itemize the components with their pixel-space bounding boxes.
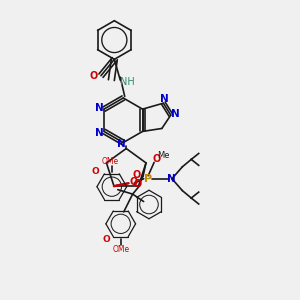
- Text: P: P: [144, 174, 152, 184]
- Text: OMe: OMe: [102, 157, 119, 166]
- Text: N: N: [160, 94, 169, 104]
- Text: OMe: OMe: [112, 244, 129, 253]
- Text: N: N: [167, 174, 176, 184]
- Text: NH: NH: [120, 76, 135, 87]
- Text: O: O: [102, 235, 110, 244]
- Text: O: O: [129, 177, 137, 187]
- Text: N: N: [117, 139, 126, 149]
- Text: N: N: [171, 109, 180, 118]
- Text: O: O: [132, 169, 140, 179]
- Text: N: N: [95, 103, 104, 112]
- Text: O: O: [134, 179, 142, 189]
- Text: O: O: [89, 71, 98, 81]
- Text: O: O: [92, 167, 99, 176]
- Text: O: O: [153, 154, 161, 164]
- Text: Me: Me: [158, 151, 170, 160]
- Text: N: N: [95, 128, 104, 138]
